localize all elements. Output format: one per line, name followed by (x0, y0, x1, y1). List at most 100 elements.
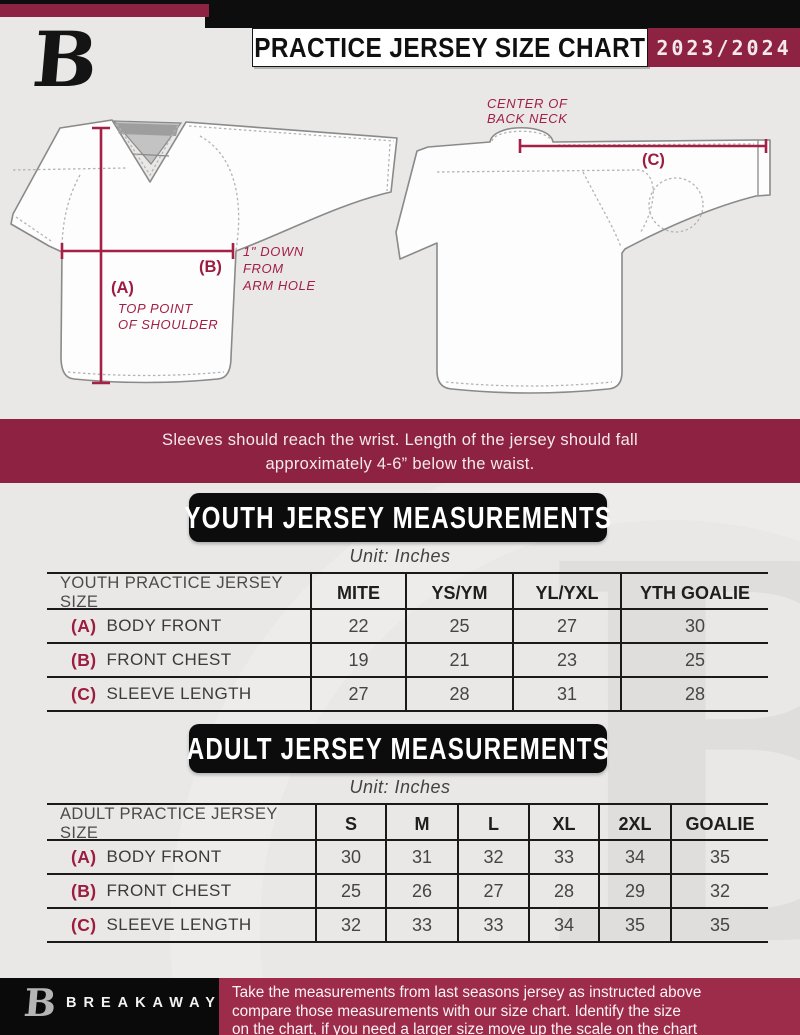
row-label-column-header: ADULT PRACTICE JERSEY SIZE (60, 805, 278, 842)
table-row: (B) FRONT CHEST 25 26 27 28 29 32 (47, 875, 768, 909)
measurement-value-cell: 30 (620, 610, 768, 642)
measurement-label-cell: (A) BODY FRONT (47, 841, 315, 873)
size-column-header: YTH GOALIE (620, 574, 768, 612)
measurement-name: SLEEVE LENGTH (106, 915, 252, 934)
measurement-label-cell: (A) BODY FRONT (47, 610, 310, 642)
measurement-value-cell: 31 (512, 678, 620, 710)
measurement-label-cell: (B) FRONT CHEST (47, 644, 310, 676)
footer-brand-panel (0, 978, 219, 1035)
measurement-value-cell: 27 (310, 678, 405, 710)
measurement-key: (A) (71, 615, 97, 636)
page-title: PRACTICE JERSEY SIZE CHART (254, 31, 646, 63)
header-gray-notch (0, 17, 205, 28)
measurement-value-cell: 25 (405, 610, 512, 642)
measurement-value-cell: 27 (457, 875, 528, 907)
season-label: 2023/2024 (656, 35, 792, 60)
measurement-value-cell: 34 (528, 909, 598, 941)
measurement-name: BODY FRONT (106, 616, 222, 635)
label-c: (C) (642, 151, 665, 169)
measurement-line-a (92, 126, 110, 385)
measurement-value-cell: 25 (315, 875, 385, 907)
table-header-row: ADULT PRACTICE JERSEY SIZE S M L XL 2XL GOALIE (47, 805, 768, 843)
measurement-value-cell: 32 (670, 875, 768, 907)
size-column-header: GOALIE (670, 805, 768, 843)
measurement-value-cell: 27 (512, 610, 620, 642)
measurement-value-cell: 28 (528, 875, 598, 907)
measurement-value-cell: 21 (405, 644, 512, 676)
footer-brand-wordmark: BREAKAWAY (66, 995, 222, 1011)
measurement-name: BODY FRONT (106, 847, 222, 866)
table-row: (A) BODY FRONT 30 31 32 33 34 35 (47, 841, 768, 875)
back-neck-label-line2: BACK NECK (487, 111, 568, 126)
measurement-value-cell: 35 (670, 841, 768, 873)
footer-note-line2: compare those measurements with our size… (232, 1002, 681, 1020)
measurement-value-cell: 35 (670, 909, 768, 941)
adult-unit-label: Unit: Inches (349, 777, 451, 797)
jersey-measurement-diagram: (A) TOP POINT OF SHOULDER (B) 1" DOWN FR… (10, 96, 771, 394)
table-row: (C) SLEEVE LENGTH 27 28 31 28 (47, 678, 768, 712)
fit-note-line1: Sleeves should reach the wrist. Length o… (162, 431, 638, 449)
footer-note-line1: Take the measurements from last seasons … (232, 984, 702, 1001)
measurement-value-cell: 28 (620, 678, 768, 710)
size-column-header: XL (528, 805, 598, 843)
measurement-label-cell: (C) SLEEVE LENGTH (47, 678, 310, 710)
label-b: (B) (199, 258, 222, 276)
brand-logo: B (29, 15, 102, 104)
measurement-value-cell: 26 (385, 875, 457, 907)
label-a-desc-line2: OF SHOULDER (118, 317, 218, 332)
size-column-header: M (385, 805, 457, 843)
measurement-name: SLEEVE LENGTH (106, 684, 252, 703)
table-row: (C) SLEEVE LENGTH 32 33 33 34 35 35 (47, 909, 768, 943)
measurement-label-cell: (B) FRONT CHEST (47, 875, 315, 907)
measurement-line-c (518, 139, 768, 153)
measurement-value-cell: 31 (385, 841, 457, 873)
measurement-line-b (60, 243, 235, 259)
measurement-key: (B) (71, 880, 97, 901)
table-row: (A) BODY FRONT 22 25 27 30 (47, 610, 768, 644)
adult-size-table: ADULT PRACTICE JERSEY SIZE S M L XL 2XL GOALIE… (47, 803, 768, 943)
season-box: 2023/2024 (648, 28, 800, 67)
size-column-header: YS/YM (405, 574, 512, 612)
measurement-value-cell: 25 (620, 644, 768, 676)
measurement-label-cell: (C) SLEEVE LENGTH (47, 909, 315, 941)
table-header-row: YOUTH PRACTICE JERSEY SIZE MITE YS/YM YL/YX… (47, 574, 768, 612)
footer-note-line3: on the chart, if you need a larger size … (232, 1021, 698, 1035)
youth-section-heading: YOUTH JERSEY MEASUREMENTS (184, 493, 611, 542)
measurement-value-cell: 28 (405, 678, 512, 710)
measurement-key: (C) (71, 914, 97, 935)
measurement-value-cell: 29 (598, 875, 670, 907)
measurement-value-cell: 33 (528, 841, 598, 873)
measurement-value-cell: 32 (315, 909, 385, 941)
size-column-header: L (457, 805, 528, 843)
youth-size-table: YOUTH PRACTICE JERSEY SIZE MITE YS/YM YL/YX… (47, 572, 768, 712)
footer-brand-logo: B (22, 980, 59, 1025)
footer-instructions: Take the measurements from last seasons … (219, 978, 800, 1035)
measurement-key: (B) (71, 649, 97, 670)
row-label-column-header: YOUTH PRACTICE JERSEY SIZE (60, 574, 283, 611)
adult-heading-label: ADULT JERSEY MEASUREMENTS (186, 730, 610, 766)
measurement-name: FRONT CHEST (106, 881, 232, 900)
label-a: (A) (111, 279, 134, 297)
label-b-desc-line1: 1" DOWN (243, 244, 304, 259)
back-jersey-illustration (395, 126, 771, 394)
label-b-desc-line2: FROM (243, 261, 284, 276)
measurement-value-cell: 33 (385, 909, 457, 941)
label-a-desc-line1: TOP POINT (118, 301, 193, 316)
back-neck-label-line1: CENTER OF (487, 96, 568, 111)
measurement-name: FRONT CHEST (106, 650, 232, 669)
adult-section-heading: ADULT JERSEY MEASUREMENTS (186, 724, 610, 773)
measurement-value-cell: 35 (598, 909, 670, 941)
measurement-key: (A) (71, 846, 97, 867)
measurement-key: (C) (71, 683, 97, 704)
size-column-header: MITE (310, 574, 405, 612)
measurement-value-cell: 32 (457, 841, 528, 873)
measurement-value-cell: 19 (310, 644, 405, 676)
size-column-header: YL/YXL (512, 574, 620, 612)
youth-unit-label: Unit: Inches (349, 546, 451, 566)
measurement-value-cell: 23 (512, 644, 620, 676)
label-b-desc-line3: ARM HOLE (242, 278, 316, 293)
measurement-value-cell: 33 (457, 909, 528, 941)
fit-note-banner: Sleeves should reach the wrist. Length o… (0, 419, 800, 483)
measurement-value-cell: 30 (315, 841, 385, 873)
